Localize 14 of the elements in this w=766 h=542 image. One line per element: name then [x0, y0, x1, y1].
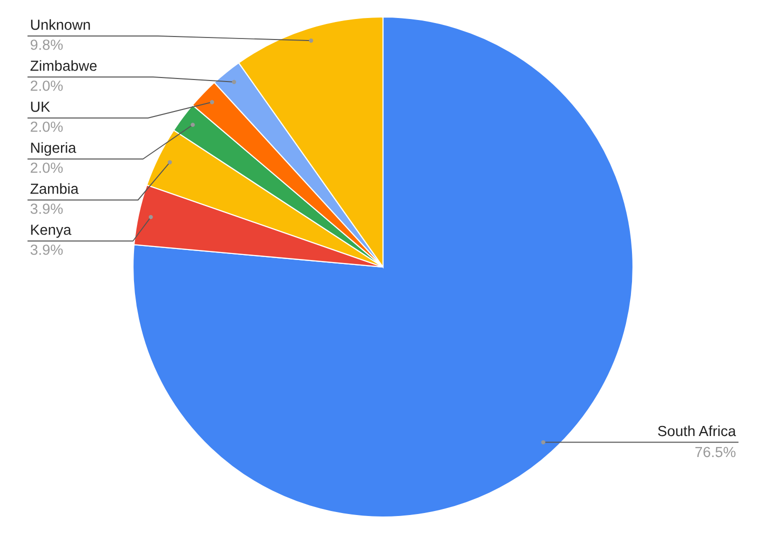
slice-label: Kenya: [31, 224, 72, 238]
data-label: 2.0%: [30, 122, 63, 132]
data-label: 2.0%: [30, 162, 63, 173]
data-label: 3.9%: [30, 244, 63, 255]
slice-label: Nigeria: [31, 142, 76, 156]
slice-label: Zimbabwe: [30, 60, 97, 71]
data-label: 76.5%: [695, 446, 736, 458]
slice-label: South Africa: [658, 425, 736, 436]
data-label: 3.9%: [30, 204, 63, 214]
data-label: 2.0%: [30, 80, 63, 91]
slice-label: Zambia: [30, 183, 79, 194]
data-label: 9.8%: [30, 40, 63, 50]
slice-label: UK: [31, 102, 50, 112]
slice-label: Unknown: [31, 19, 90, 30]
